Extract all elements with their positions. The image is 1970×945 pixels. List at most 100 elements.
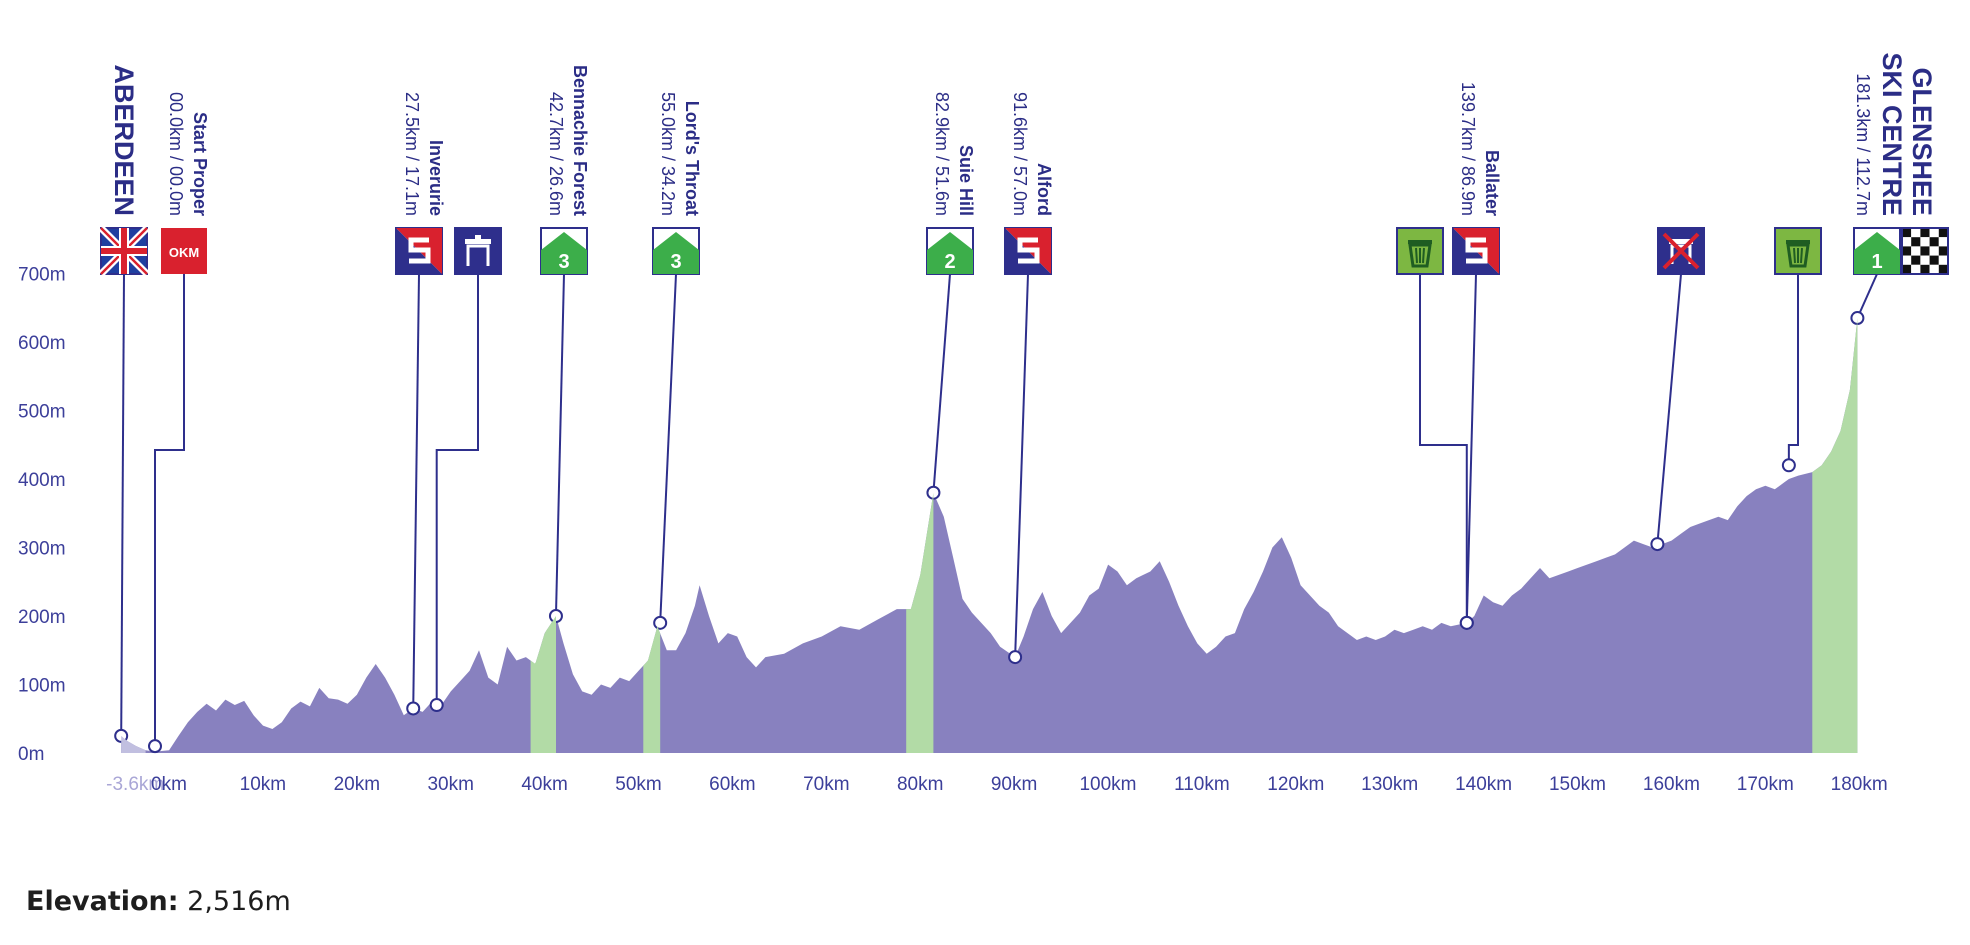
y-tick-label: 100m — [18, 676, 66, 697]
point-marker — [148, 739, 162, 754]
climb-segment — [643, 626, 661, 753]
elevation-profile-chart: 0m 100m 200m 300m 400m 500m 600m 700m -3.6km0km… — [18, 52, 1949, 795]
point-marker — [1008, 650, 1023, 665]
place-distance: 82.9km / 51.6m — [932, 92, 952, 216]
leader-line — [554, 273, 565, 617]
marker-waste1 — [1396, 227, 1474, 630]
leader-line — [412, 273, 420, 709]
place-distance: 55.0km / 34.2m — [658, 92, 678, 216]
point-marker — [1459, 615, 1474, 630]
svg-text:1: 1 — [1871, 251, 1882, 273]
x-tick-label: 110km — [1174, 774, 1230, 795]
place-title: Lord's Throat — [682, 101, 702, 216]
y-tick-label: 200m — [18, 607, 66, 628]
leader-line — [154, 274, 185, 747]
point-marker — [926, 485, 941, 500]
elevation-value: 2,516m — [187, 886, 291, 917]
finish-flag-icon — [1901, 227, 1949, 275]
place-title: Inverurie — [426, 140, 446, 216]
y-tick-label: 500m — [18, 402, 66, 423]
y-axis-ticks: 0m 100m 200m 300m 400m 500m 600m 700m — [18, 265, 66, 766]
place-distance: 00.0km / 00.0m — [166, 92, 186, 216]
climb-segment — [906, 492, 934, 753]
place-distance: 181.3km / 112.7m — [1853, 73, 1873, 216]
marker-feed1 — [429, 227, 502, 713]
x-tick-label: 80km — [897, 774, 943, 795]
climb-segment — [530, 616, 556, 753]
point-marker — [1650, 537, 1665, 552]
leader-line — [1856, 273, 1878, 319]
point-marker — [429, 698, 444, 713]
x-tick-label: 120km — [1267, 774, 1324, 795]
svg-text:OKM: OKM — [169, 245, 199, 260]
prologue-segment — [121, 735, 146, 753]
place-distance: 27.5km / 17.1m — [402, 92, 422, 216]
svg-text:3: 3 — [558, 251, 569, 273]
x-tick-label: 10km — [240, 774, 286, 795]
leader-line — [1787, 274, 1799, 466]
x-tick-label: -3.6km — [106, 774, 164, 795]
x-tick-label: 100km — [1079, 774, 1136, 795]
place-distance: 42.7km / 26.6m — [546, 92, 566, 216]
place-title: Start Proper — [190, 112, 210, 216]
y-tick-label: 700m — [18, 265, 66, 286]
place-title: Alford — [1034, 163, 1054, 216]
x-tick-label: 20km — [334, 774, 380, 795]
svg-text:2: 2 — [944, 251, 955, 273]
y-tick-label: 400m — [18, 470, 66, 491]
point-marker — [1850, 311, 1865, 326]
climb-segment — [1812, 318, 1858, 753]
x-tick-label: 130km — [1361, 774, 1418, 795]
start-km-icon — [161, 228, 207, 274]
leader-line — [120, 273, 125, 736]
x-tick-label: 160km — [1643, 774, 1700, 795]
marker-waste2 — [1774, 227, 1822, 473]
x-tick-label: 60km — [709, 774, 755, 795]
y-tick-label: 300m — [18, 539, 66, 560]
leader-line — [1419, 274, 1468, 623]
elevation-area — [121, 318, 1858, 753]
marker-aberdeen: ABERDEEN — [98, 64, 150, 743]
leader-line — [1465, 273, 1477, 623]
place-distance: 139.7km / 86.9m — [1458, 82, 1478, 216]
elevation-summary: Elevation: 2,516m — [26, 886, 291, 917]
place-title: Bennachie Forest — [570, 65, 590, 216]
leader-line — [932, 273, 951, 493]
place-title: SKI CENTRE — [1877, 52, 1907, 216]
elevation-label: Elevation: — [26, 886, 179, 917]
climb-segments — [121, 318, 1858, 753]
place-title: Suie Hill — [956, 145, 976, 216]
place-title: GLENSHEE — [1907, 67, 1937, 216]
leader-line — [659, 273, 677, 623]
point-marker — [406, 701, 421, 716]
x-tick-label: 0km — [151, 774, 187, 795]
x-tick-label: 70km — [803, 774, 849, 795]
x-tick-label: 30km — [427, 774, 473, 795]
point-marker — [653, 615, 668, 630]
svg-text:3: 3 — [670, 251, 681, 273]
x-tick-label: 40km — [521, 774, 567, 795]
place-title: ABERDEEN — [109, 64, 139, 216]
leader-line — [435, 274, 479, 706]
y-tick-label: 600m — [18, 333, 66, 354]
place-distance: 91.6km / 57.0m — [1010, 92, 1030, 216]
feed-zone-icon — [454, 227, 502, 275]
marker-no-feed — [1650, 227, 1705, 552]
point-marker — [1781, 458, 1796, 473]
profile-area — [121, 318, 1858, 753]
leader-line — [1014, 273, 1029, 658]
x-tick-label: 170km — [1737, 774, 1794, 795]
x-tick-label: 180km — [1831, 774, 1888, 795]
x-tick-label: 140km — [1455, 774, 1512, 795]
leader-line — [1656, 273, 1682, 545]
